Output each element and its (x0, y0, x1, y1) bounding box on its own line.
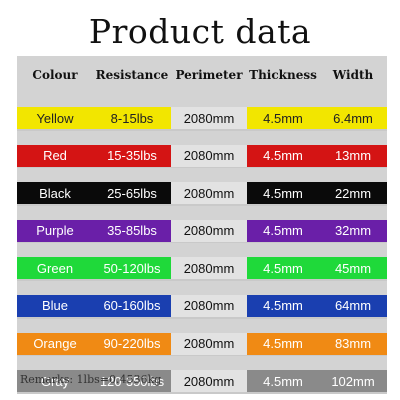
colour-cell: Green (17, 257, 93, 280)
header-perimeter: Perimeter (175, 67, 243, 82)
table-row: Orange 90-220lbs 2080mm 4.5mm 83mm (17, 318, 387, 357)
colour-cell: Yellow (17, 107, 93, 129)
resistance-cell: 60-160lbs (93, 294, 171, 317)
thickness-cell: 4.5mm (247, 107, 319, 129)
thickness-cell: 4.5mm (247, 182, 319, 205)
page-title: Product data (88, 12, 312, 51)
product-table: Colour Resistance Perimeter Thickness Wi… (17, 56, 387, 394)
remarks-note: Remarks: 1lbs=0.4536kg (20, 373, 162, 386)
thickness-cell: 4.5mm (247, 332, 319, 355)
perimeter-cell: 2080mm (171, 370, 247, 393)
table-row: Purple 35-85lbs 2080mm 4.5mm 32mm (17, 205, 387, 244)
width-cell: 13mm (319, 144, 387, 167)
width-cell: 32mm (319, 219, 387, 242)
width-cell: 83mm (319, 332, 387, 355)
table-row: Gray 120-350lbs 2080mm 4.5mm 102mm (17, 356, 387, 394)
perimeter-cell: 2080mm (171, 257, 247, 280)
table-row: Red 15-35lbs 2080mm 4.5mm 13mm (17, 130, 387, 169)
colour-cell: Black (17, 182, 93, 205)
width-cell: 22mm (319, 182, 387, 205)
thickness-cell: 4.5mm (247, 294, 319, 317)
colour-cell: Orange (17, 332, 93, 355)
width-cell: 45mm (319, 257, 387, 280)
table-header: Colour Resistance Perimeter Thickness Wi… (17, 56, 387, 93)
table-row: Yellow 8-15lbs 2080mm 4.5mm 6.4mm (17, 93, 387, 131)
perimeter-cell: 2080mm (171, 219, 247, 242)
thickness-cell: 4.5mm (247, 219, 319, 242)
table-body: Yellow 8-15lbs 2080mm 4.5mm 6.4mm Red 15-35lbs… (17, 93, 387, 394)
table-row: Black 25-65lbs 2080mm 4.5mm 22mm (17, 168, 387, 206)
thickness-cell: 4.5mm (247, 257, 319, 280)
resistance-cell: 90-220lbs (93, 332, 171, 355)
width-cell: 102mm (319, 370, 387, 393)
colour-cell: Purple (17, 219, 93, 242)
table-row: Green 50-120lbs 2080mm 4.5mm 45mm (17, 243, 387, 281)
resistance-cell: 25-65lbs (93, 182, 171, 205)
thickness-cell: 4.5mm (247, 370, 319, 393)
resistance-cell: 120-350lbs (93, 370, 171, 393)
perimeter-cell: 2080mm (171, 182, 247, 205)
width-cell: 64mm (319, 294, 387, 317)
perimeter-cell: 2080mm (171, 144, 247, 167)
resistance-cell: 15-35lbs (93, 144, 171, 167)
header-resistance: Resistance (95, 67, 169, 82)
colour-cell: Red (17, 144, 93, 167)
colour-cell: Blue (17, 294, 93, 317)
header-thickness: Thickness (249, 67, 317, 82)
resistance-cell: 35-85lbs (93, 219, 171, 242)
header-colour: Colour (32, 67, 78, 82)
resistance-cell: 50-120lbs (93, 257, 171, 280)
perimeter-cell: 2080mm (171, 107, 247, 129)
header-width: Width (332, 67, 374, 82)
width-cell: 6.4mm (319, 107, 387, 129)
colour-cell: Gray (17, 370, 93, 393)
perimeter-cell: 2080mm (171, 294, 247, 317)
perimeter-cell: 2080mm (171, 332, 247, 355)
resistance-cell: 8-15lbs (93, 107, 171, 129)
thickness-cell: 4.5mm (247, 144, 319, 167)
table-row: Blue 60-160lbs 2080mm 4.5mm 64mm (17, 280, 387, 319)
